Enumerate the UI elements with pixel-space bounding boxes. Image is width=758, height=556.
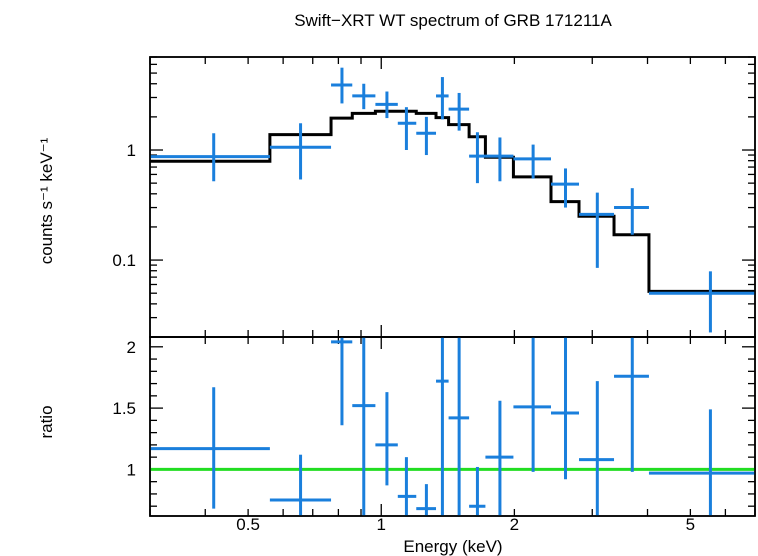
spectrum-y-tick-label: 1 — [127, 141, 136, 160]
spectrum-y-axis-label: counts s⁻¹ keV⁻¹ — [37, 137, 56, 264]
spectrum-plot-border — [149, 56, 756, 338]
x-tick-label: 1 — [377, 515, 386, 534]
ratio-plot-border — [149, 336, 756, 517]
ratio-panel: 0.5 1 2 5 1 1.5 2 — [112, 336, 756, 534]
ratio-plot-frame — [149, 336, 756, 517]
ratio-data-point — [150, 387, 270, 509]
ratio-y-tick-label: 2 — [127, 338, 136, 357]
spectrum-data-point — [485, 137, 514, 182]
spectrum-data-point — [416, 116, 437, 156]
model-step-line — [150, 109, 755, 293]
ratio-data-point — [513, 337, 551, 472]
ratio-data-point — [469, 466, 486, 516]
spectrum-data-point — [352, 83, 376, 110]
spectrum-panel: 0.11 — [112, 56, 756, 338]
spectrum-data-point — [648, 271, 755, 333]
spectrum-data-point — [469, 132, 486, 184]
ratio-data-point — [331, 337, 353, 426]
spectrum-data-point — [513, 144, 551, 179]
ratio-data-point — [436, 337, 449, 516]
ratio-data-point — [614, 337, 649, 472]
x-tick-label: 2 — [510, 515, 519, 534]
ratio-data-point — [550, 337, 580, 480]
spectrum-data-point — [269, 123, 332, 180]
spectrum-plot-frame — [149, 56, 756, 338]
spectrum-data-point — [375, 91, 398, 119]
spectrum-y-tick-label: 0.1 — [112, 251, 136, 270]
x-tick-label: 0.5 — [236, 515, 260, 534]
ratio-data-point — [416, 484, 437, 516]
spectrum-data-point — [448, 92, 470, 131]
ratio-data-point — [648, 409, 755, 516]
spectrum-data-point — [397, 107, 417, 151]
x-axis-label: Energy (keV) — [403, 537, 502, 556]
spectrum-data-point — [579, 192, 615, 268]
ratio-data-point — [269, 454, 332, 516]
ratio-y-tick-label: 1 — [127, 460, 136, 479]
ratio-y-axis-label: ratio — [37, 405, 56, 438]
spectrum-data-point — [150, 133, 270, 182]
ratio-data-point — [579, 381, 615, 516]
ratio-data-point — [352, 337, 376, 516]
spectrum-data-point — [614, 188, 649, 235]
ratio-y-tick-label: 1.5 — [112, 399, 136, 418]
ratio-data-point — [375, 392, 398, 486]
chart-title: Swift−XRT WT spectrum of GRB 171211A — [294, 11, 612, 30]
spectrum-data-point — [331, 67, 353, 104]
spectrum-data-point — [550, 168, 580, 208]
ratio-data-point — [485, 400, 514, 516]
x-tick-label: 5 — [686, 515, 695, 534]
ratio-data-point — [448, 337, 470, 516]
spectrum-data-point — [436, 77, 449, 120]
ratio-data-point — [397, 457, 417, 516]
